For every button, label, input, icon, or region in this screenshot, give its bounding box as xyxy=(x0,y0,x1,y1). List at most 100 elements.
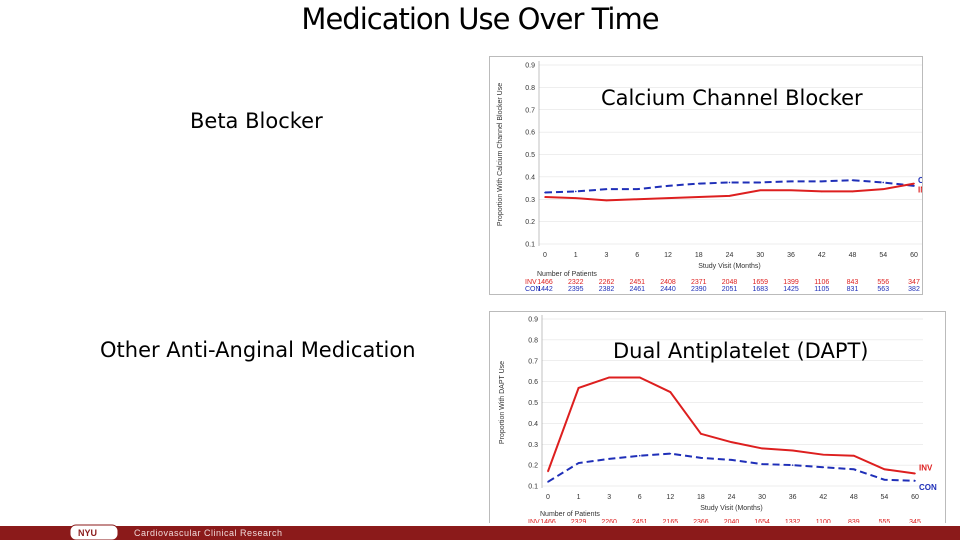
dapt-con-point xyxy=(577,462,580,464)
ccb-con-point xyxy=(851,179,854,182)
ccb-table-cell: 1683 xyxy=(752,286,768,293)
ccb-table-cell: 2451 xyxy=(629,279,645,286)
dapt-table-cell: 2165 xyxy=(663,519,679,526)
ccb-ytick-label: 0.7 xyxy=(525,107,535,114)
dapt-inv-point xyxy=(914,472,916,475)
dapt-xtick-label: 1 xyxy=(577,494,581,501)
ccb-table-cell: 2461 xyxy=(629,286,645,293)
dapt-table-cell: 839 xyxy=(848,519,860,526)
ccb-table-cell: 382 xyxy=(908,286,920,293)
dapt-xtick-label: 3 xyxy=(607,494,611,501)
dapt-legend-inv: INV xyxy=(919,463,933,472)
page-title: Medication Use Over Time xyxy=(301,2,659,36)
footer-text: Cardiovascular Clinical Research xyxy=(134,528,283,538)
ccb-xtick-label: 36 xyxy=(787,252,795,259)
ccb-con-point xyxy=(636,188,639,190)
ccb-ytick-label: 0.5 xyxy=(525,152,535,159)
dapt-con-point xyxy=(914,479,916,482)
dapt-ytick-label: 0.7 xyxy=(528,358,538,365)
dapt-ytick-label: 0.1 xyxy=(528,484,538,491)
ccb-table-cell: 1105 xyxy=(814,286,829,293)
ccb-table-cell: 1106 xyxy=(814,279,829,286)
ccb-table-cell: 556 xyxy=(877,279,889,286)
ccb-table-cell: 843 xyxy=(847,279,859,286)
ccb-inv-point xyxy=(574,197,577,199)
dapt-xtick-label: 36 xyxy=(789,494,797,501)
ccb-label: Calcium Channel Blocker xyxy=(601,86,863,110)
dapt-con-point xyxy=(730,459,733,461)
dapt-ytick-label: 0.3 xyxy=(528,442,538,449)
ccb-yaxis-title: Proportion With Calcium Channel Blocker … xyxy=(497,83,504,226)
dapt-inv-point xyxy=(730,441,733,443)
dapt-con-point xyxy=(547,481,549,483)
other-anti-anginal-label: Other Anti-Anginal Medication xyxy=(100,338,416,362)
dapt-xtick-label: 30 xyxy=(758,494,766,501)
dapt-con-point xyxy=(791,464,794,466)
ccb-con-point xyxy=(882,181,885,184)
ccb-con-point xyxy=(790,180,792,183)
dapt-xtick-label: 6 xyxy=(638,494,642,501)
ccb-inv-point xyxy=(820,190,823,193)
dapt-ytick-label: 0.4 xyxy=(528,421,538,428)
ccb-inv-point xyxy=(544,196,546,198)
ccb-con-point xyxy=(759,181,762,184)
logo-text: NYU xyxy=(78,528,97,538)
ccb-inv-point xyxy=(728,195,731,197)
ccb-con-point xyxy=(544,191,546,194)
dapt-table-cell: 1332 xyxy=(785,519,801,526)
dapt-table-row-label: INV xyxy=(528,519,540,526)
ccb-table-row-label: CON xyxy=(525,286,541,293)
dapt-ytick-label: 0.5 xyxy=(528,400,538,407)
ccb-inv-point xyxy=(882,188,885,190)
ccb-xtick-label: 48 xyxy=(849,252,857,259)
dapt-table-header: Number of Patients xyxy=(540,511,600,518)
dapt-inv-point xyxy=(853,454,855,457)
ccb-con-point xyxy=(820,180,823,183)
dapt-xtick-label: 12 xyxy=(666,494,674,501)
dapt-con-point xyxy=(883,478,886,481)
ccb-inv-point xyxy=(759,189,762,192)
dapt-table-cell: 1100 xyxy=(816,519,831,526)
dapt-con-point xyxy=(700,457,702,459)
ccb-table-cell: 1659 xyxy=(752,279,768,286)
ccb-chart: 0.10.20.30.40.50.60.70.80.90 1 3 6 12 18 24 30 3… xyxy=(497,61,922,293)
ccb-table-cell: 2262 xyxy=(599,279,615,286)
footer-bar xyxy=(0,526,960,540)
ccb-legend-con: CON xyxy=(918,176,922,185)
ccb-xtick-label: 18 xyxy=(695,252,703,259)
dapt-chart: 0.10.20.30.40.50.60.70.80.90 1 3 6 12 18 24 30 3… xyxy=(499,315,937,530)
ccb-inv-point xyxy=(605,199,608,202)
dapt-legend-con: CON xyxy=(919,483,937,492)
dapt-ytick-label: 0.8 xyxy=(528,337,538,344)
dapt-inv-point xyxy=(638,376,641,379)
dapt-con-point xyxy=(638,454,641,457)
ccb-xtick-label: 54 xyxy=(879,252,887,259)
ccb-inv-point xyxy=(636,198,639,201)
ccb-table-cell: 563 xyxy=(877,286,889,293)
dapt-con-point xyxy=(853,468,855,471)
ccb-table-cell: 2382 xyxy=(599,286,615,293)
ccb-con-point xyxy=(913,185,915,187)
dapt-inv-point xyxy=(608,376,610,379)
dapt-table-cell: 2260 xyxy=(601,519,617,526)
dapt-inv-point xyxy=(883,468,886,471)
dapt-con-point xyxy=(822,466,825,469)
ccb-con-point xyxy=(605,188,608,190)
dapt-table-cell: 2451 xyxy=(632,519,648,526)
ccb-series-inv-line xyxy=(544,182,915,202)
ccb-table-header: Number of Patients xyxy=(537,271,597,278)
ccb-ytick-label: 0.8 xyxy=(525,85,535,92)
dapt-xtick-label: 48 xyxy=(850,494,858,501)
ccb-table-cell: 2395 xyxy=(568,286,584,293)
ccb-table-cell: 2440 xyxy=(660,286,676,293)
ccb-xtick-label: 1 xyxy=(574,252,578,259)
ccb-con-point xyxy=(574,190,577,193)
nyu-logo: NYU xyxy=(69,523,122,541)
ccb-table-cell: 347 xyxy=(908,279,920,286)
dapt-xtick-label: 60 xyxy=(911,494,919,501)
ccb-table-cell: 1399 xyxy=(783,279,799,286)
ccb-inv-point xyxy=(851,190,854,193)
ccb-xtick-label: 12 xyxy=(664,252,672,259)
ccb-inv-point xyxy=(667,197,669,199)
ccb-table-cell: 2051 xyxy=(722,286,738,293)
